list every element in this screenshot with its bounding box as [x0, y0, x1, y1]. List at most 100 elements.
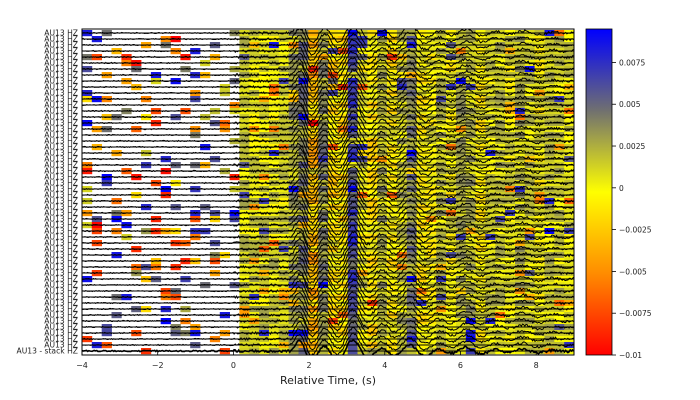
waveform-trace	[82, 122, 574, 147]
x-tick-label: 4	[382, 361, 387, 370]
heatmap-cell	[574, 252, 584, 258]
heatmap-cell	[574, 312, 584, 318]
heatmap-cell	[574, 174, 584, 180]
trace-label: AU13 HZ	[44, 341, 78, 350]
x-axis: −4 −2 0 2 4 6 8	[76, 351, 539, 370]
trace-label: AU13 HZ	[44, 221, 78, 230]
x-axis-label: Relative Time, (s)	[280, 374, 376, 387]
trace-label: AU13 HZ	[44, 215, 78, 224]
waveform-trace	[82, 194, 574, 219]
colorbar-tick-label: −0.0075	[619, 309, 652, 318]
trace-label: AU13 HZ	[44, 143, 78, 152]
waveform-trace	[82, 242, 574, 266]
trace-label: AU13 HZ	[44, 107, 78, 116]
heatmap-cell	[574, 90, 584, 96]
waveform-trace	[82, 319, 574, 345]
colorbar-tick-label: 0.005	[619, 100, 641, 109]
waveform-trace	[82, 116, 574, 141]
heatmap-cell	[574, 78, 584, 84]
heatmap-cell	[574, 180, 584, 186]
waveform-trace	[82, 236, 574, 261]
heatmap-cell	[574, 288, 584, 294]
waveform-trace	[82, 177, 574, 200]
colorbar-tick-label: 0.0025	[619, 142, 645, 151]
waveform-trace	[82, 141, 574, 164]
heatmap-cell	[574, 246, 584, 252]
trace-label: AU13 HZ	[44, 149, 78, 158]
x-tick-label: 6	[458, 361, 463, 370]
heatmap-cell	[574, 48, 584, 54]
waveform-trace	[82, 219, 574, 243]
waveform-trace	[82, 104, 574, 128]
heatmap-cell	[574, 192, 584, 198]
trace-label: AU13 HZ	[44, 269, 78, 278]
colorbar-tick-label: −0.01	[619, 351, 642, 360]
colorbar-tick-label: 0.0075	[619, 58, 645, 67]
trace-label: AU13 HZ	[44, 311, 78, 320]
waveform-trace	[82, 62, 574, 86]
heatmap-cell	[574, 228, 584, 234]
trace-label: AU13 HZ	[44, 251, 78, 260]
colorbar-tick-label: −0.0025	[619, 226, 652, 235]
trace-label: AU13 HZ	[44, 245, 78, 254]
trace-label: AU13 HZ	[44, 281, 78, 290]
waveform-trace	[82, 44, 574, 69]
trace-label: AU13 HZ	[44, 119, 78, 128]
waveform-trace	[82, 260, 574, 285]
x-tick-label: −2	[152, 361, 164, 370]
waveform-trace	[82, 74, 574, 98]
trace-label: AU13 HZ	[44, 185, 78, 194]
waveform-trace	[82, 285, 574, 309]
heatmap-cell	[574, 294, 584, 300]
trace-label: AU13 HZ	[44, 167, 78, 176]
heatmap-cell	[574, 84, 584, 90]
trace-label: AU13 HZ	[44, 263, 78, 272]
trace-label: AU13 HZ	[44, 173, 78, 182]
trace-label: AU13 HZ	[44, 155, 78, 164]
trace-label: AU13 HZ	[44, 59, 78, 68]
waveform-trace	[82, 32, 574, 57]
plot-frame	[81, 28, 575, 356]
heatmap-cell	[574, 204, 584, 210]
waveform-trace	[82, 230, 574, 254]
waveform-trace	[82, 50, 574, 75]
heatmap-cell	[574, 42, 584, 48]
waveform-trace	[82, 29, 574, 44]
trace-label: AU13 HZ	[44, 35, 78, 44]
heatmap-cell	[574, 30, 584, 36]
waveform-trace	[82, 326, 574, 351]
heatmap-cell	[574, 132, 584, 138]
x-tick-label: 2	[307, 361, 312, 370]
heatmap-cell	[574, 198, 584, 204]
heatmap-cell	[574, 348, 584, 354]
trace-label: AU13 HZ	[44, 197, 78, 206]
waveform-trace	[82, 110, 574, 135]
trace-label: AU13 HZ	[44, 137, 78, 146]
trace-label: AU13 HZ	[44, 77, 78, 86]
trace-label: AU13 HZ	[44, 329, 78, 338]
trace-label: AU13 HZ	[44, 95, 78, 104]
heatmap-cell	[574, 336, 584, 342]
trace-label: AU13 HZ	[44, 71, 78, 80]
stack-label: AU13 - stack HZ	[17, 347, 78, 356]
waveform-trace	[82, 224, 574, 249]
heatmap-cell	[574, 162, 584, 168]
heatmap-cell	[574, 276, 584, 282]
waveform-trace	[82, 212, 574, 237]
waveform-trace	[82, 86, 574, 110]
trace-label: AU13 HZ	[44, 209, 78, 218]
waveform-trace	[82, 272, 574, 296]
colorbar: 0.0075 0.005 0.0025 0 −0.0025 −0.005 −0.0075 −0…	[585, 28, 652, 360]
waveform-trace	[82, 315, 574, 338]
trace-label: AU13 HZ	[44, 233, 78, 242]
heatmap-cell	[574, 222, 584, 228]
waveform-trace	[82, 296, 574, 319]
trace-label: AU13 HZ	[44, 239, 78, 248]
waveform-trace	[82, 98, 574, 123]
heatmap-cell	[574, 150, 584, 156]
waveform-trace	[82, 128, 574, 152]
trace-label: AU13 HZ	[44, 305, 78, 314]
trace-label: AU13 HZ	[44, 113, 78, 122]
waveform-trace	[82, 147, 574, 171]
